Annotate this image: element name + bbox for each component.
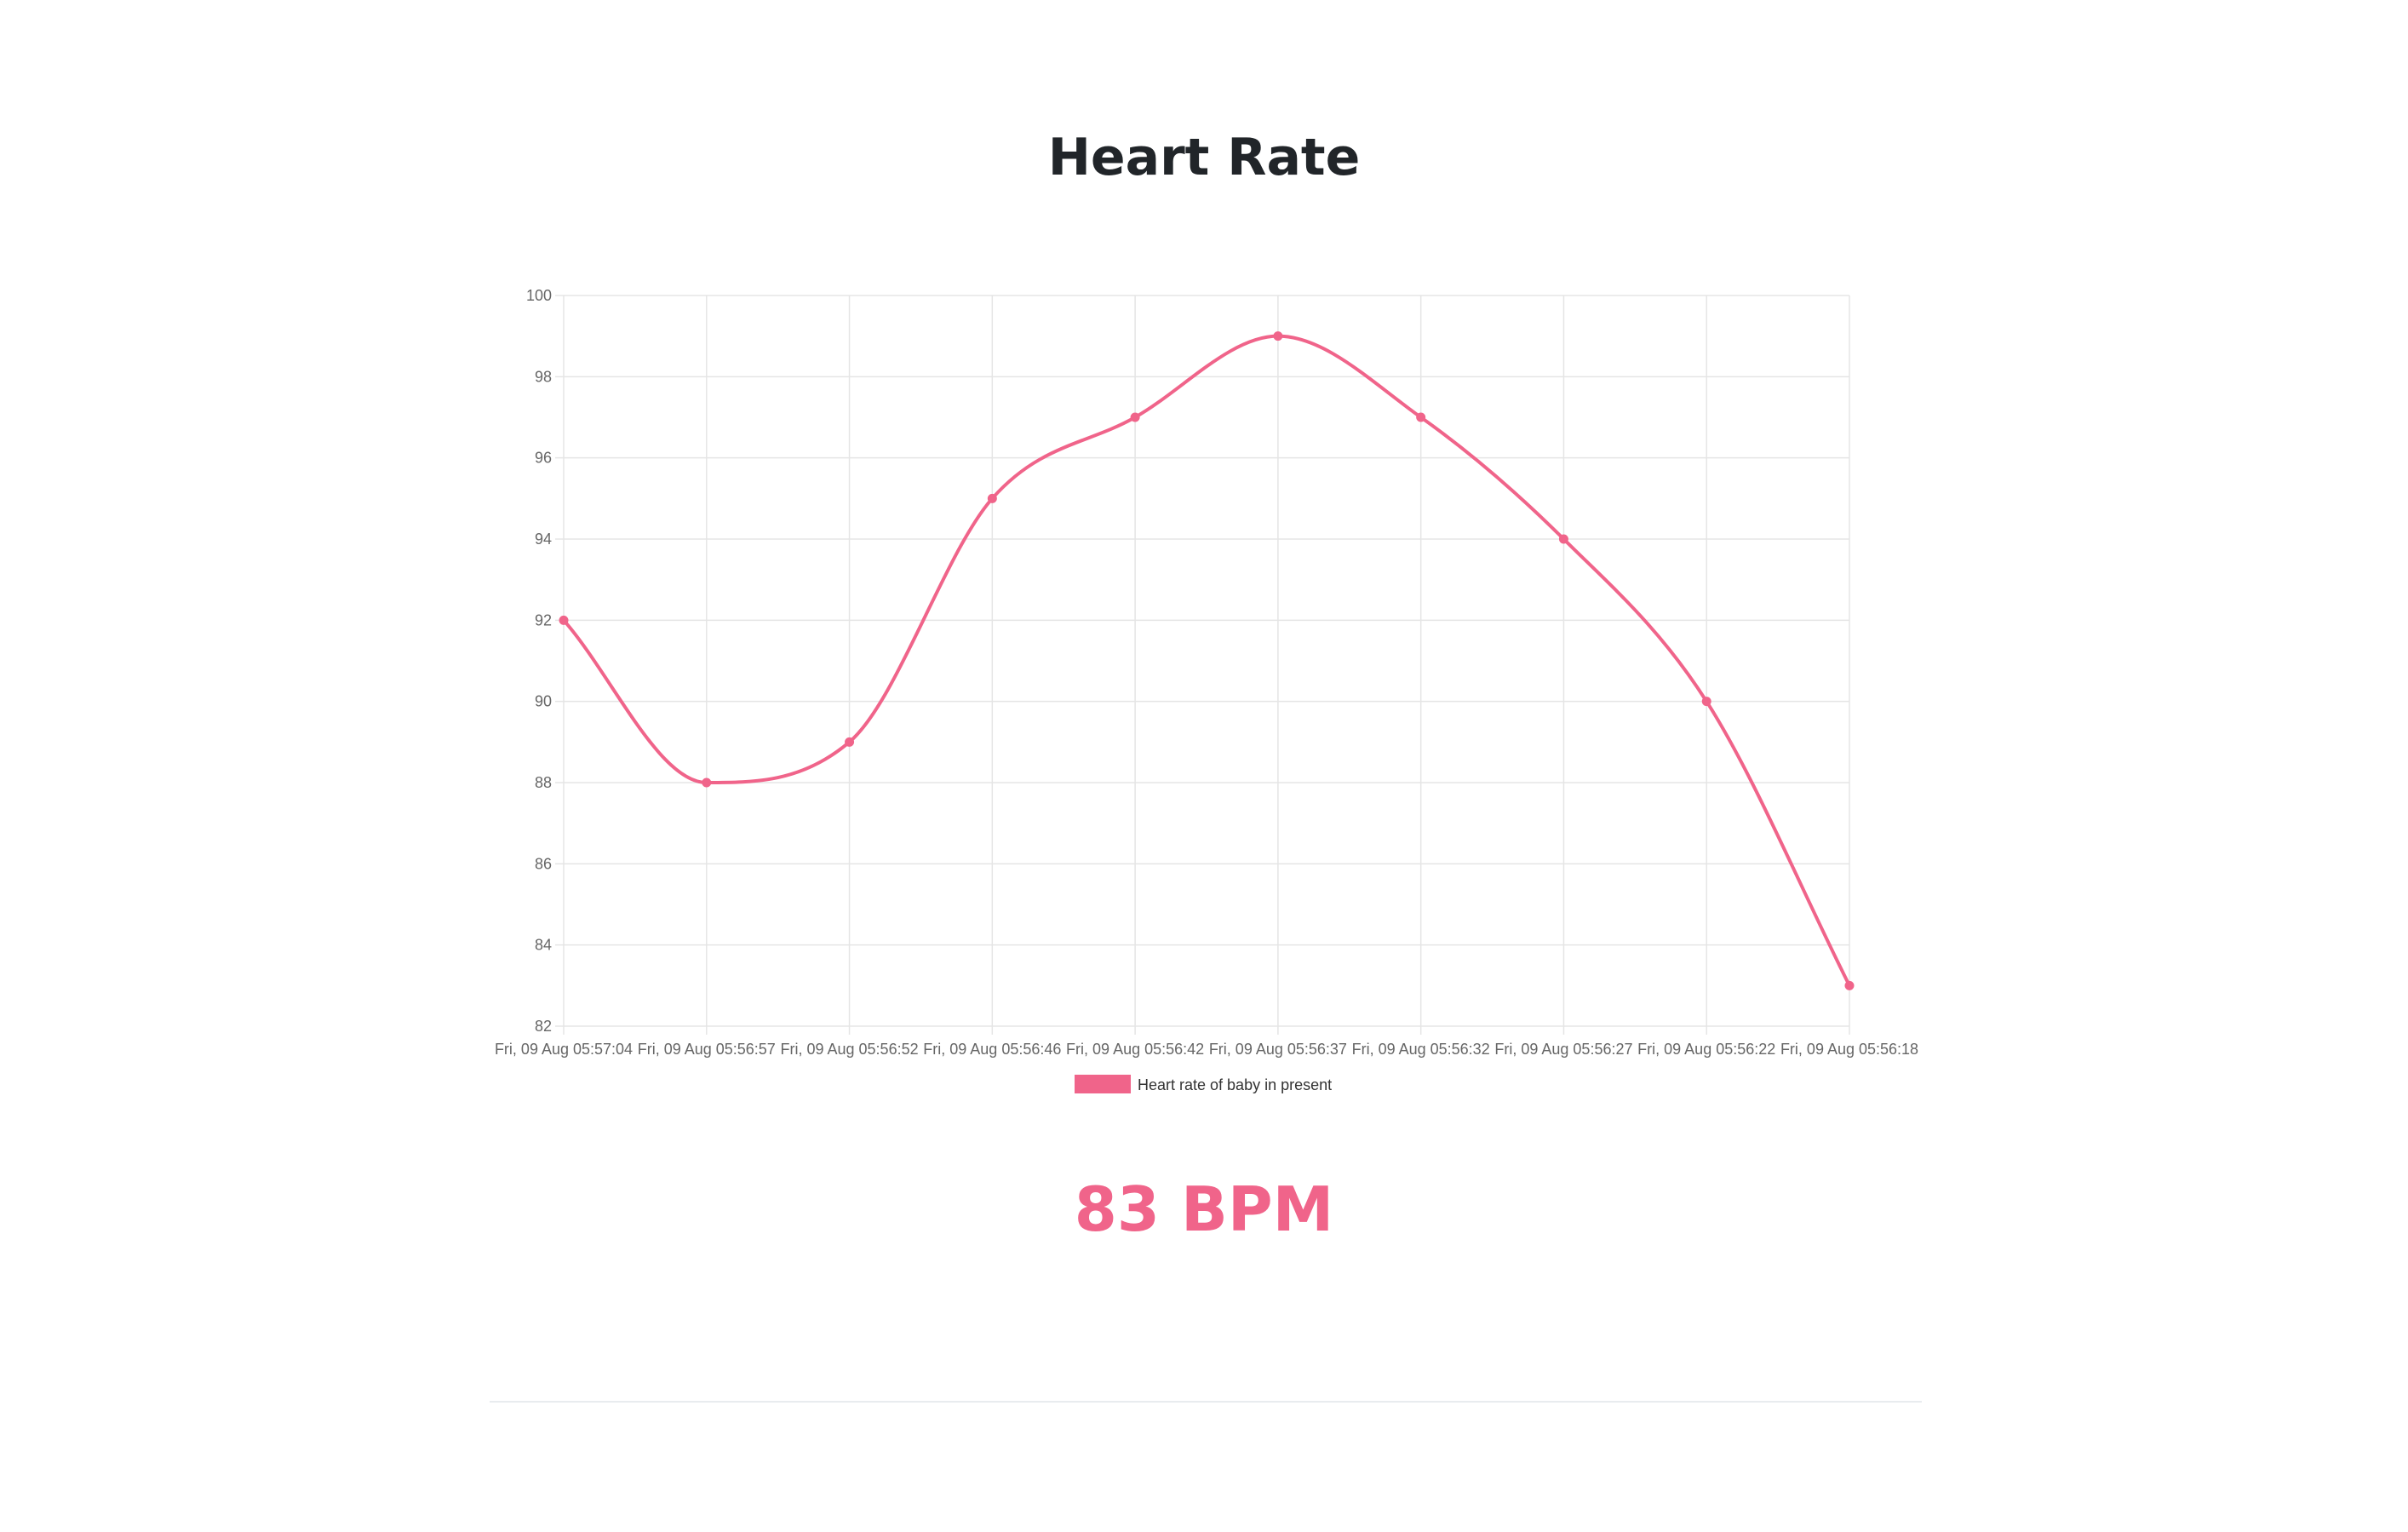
data-point[interactable] xyxy=(1274,332,1282,341)
y-tick-label: 88 xyxy=(535,774,552,791)
y-tick-label: 96 xyxy=(535,450,552,467)
series-line xyxy=(564,336,1849,986)
legend-label[interactable]: Heart rate of baby in present xyxy=(1138,1076,1332,1093)
y-tick-label: 84 xyxy=(535,937,552,954)
data-point[interactable] xyxy=(702,778,711,787)
data-point[interactable] xyxy=(1559,535,1568,543)
x-tick-label: Fri, 09 Aug 05:57:04 xyxy=(495,1041,633,1058)
chart-grid xyxy=(555,295,1849,1035)
data-point[interactable] xyxy=(1702,697,1711,706)
x-tick-label: Fri, 09 Aug 05:56:42 xyxy=(1066,1041,1204,1058)
y-tick-label: 92 xyxy=(535,611,552,628)
y-tick-label: 100 xyxy=(526,287,552,304)
x-tick-label: Fri, 09 Aug 05:56:18 xyxy=(1780,1041,1918,1058)
x-tick-label: Fri, 09 Aug 05:56:22 xyxy=(1637,1041,1775,1058)
x-tick-label: Fri, 09 Aug 05:56:46 xyxy=(923,1041,1061,1058)
x-tick-label: Fri, 09 Aug 05:56:57 xyxy=(638,1041,776,1058)
data-point[interactable] xyxy=(846,737,854,746)
current-heart-rate: 83 BPM xyxy=(0,1167,2408,1252)
x-tick-label: Fri, 09 Aug 05:56:27 xyxy=(1494,1041,1632,1058)
x-tick-label: Fri, 09 Aug 05:56:32 xyxy=(1352,1041,1490,1058)
y-tick-label: 90 xyxy=(535,693,552,710)
y-tick-label: 98 xyxy=(535,368,552,385)
legend-swatch[interactable] xyxy=(1075,1075,1131,1093)
data-point[interactable] xyxy=(559,616,568,624)
data-point[interactable] xyxy=(988,494,996,502)
divider xyxy=(490,1401,1922,1403)
y-tick-label: 94 xyxy=(535,531,552,548)
y-axis-ticks: 82 84 86 88 90 92 94 96 98 100 xyxy=(526,287,552,1035)
y-tick-label: 82 xyxy=(535,1018,552,1035)
data-point[interactable] xyxy=(1131,413,1139,422)
chart-legend[interactable]: Heart rate of baby in present xyxy=(1075,1075,1332,1093)
data-point[interactable] xyxy=(1417,413,1425,422)
data-point[interactable] xyxy=(1845,981,1854,990)
x-tick-label: Fri, 09 Aug 05:56:37 xyxy=(1209,1041,1347,1058)
chart-series xyxy=(559,332,1854,990)
y-tick-label: 86 xyxy=(535,855,552,872)
x-axis-ticks: Fri, 09 Aug 05:57:04 Fri, 09 Aug 05:56:57… xyxy=(495,1041,1918,1058)
x-tick-label: Fri, 09 Aug 05:56:52 xyxy=(780,1041,918,1058)
